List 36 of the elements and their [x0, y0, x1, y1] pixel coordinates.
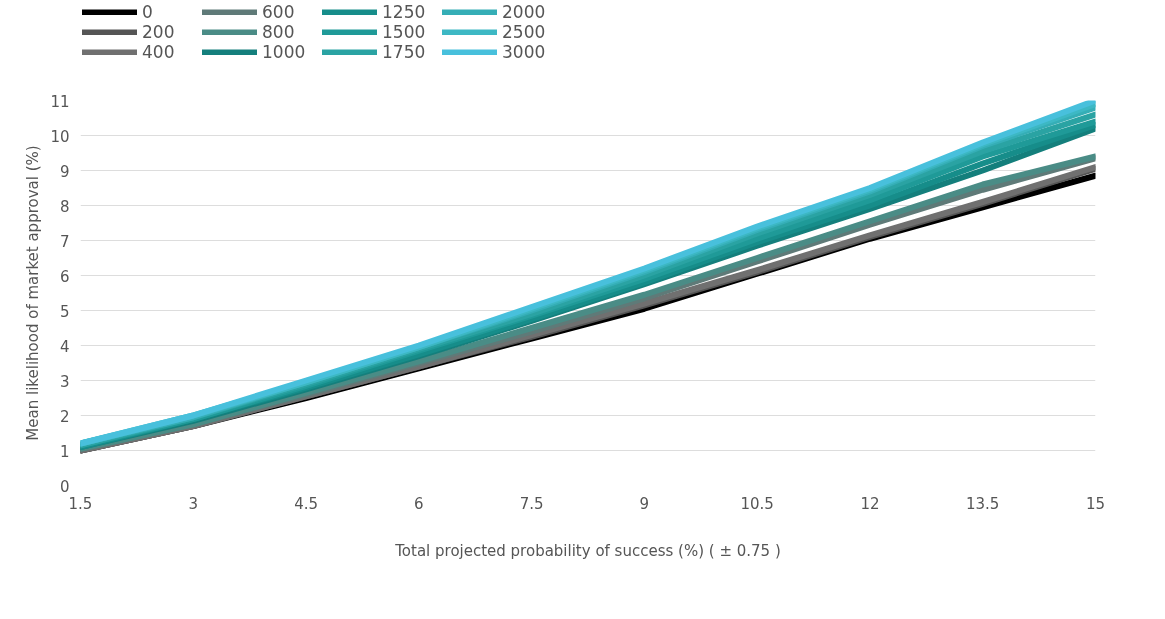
legend-label: 1250	[382, 2, 427, 22]
y-tick-label: 11	[50, 92, 70, 111]
legend-label: 400	[142, 42, 176, 62]
y-tick-label: 4	[59, 337, 70, 356]
legend-label: 2500	[502, 22, 547, 42]
x-axis-title: Total projected probability of success (%) ( ± 0.75 )	[394, 541, 781, 560]
x-tick-label: 7.5	[519, 494, 544, 513]
x-tick-label: 10.5	[740, 494, 774, 513]
x-tick-label: 15	[1085, 494, 1106, 513]
legend-label: 200	[142, 22, 176, 42]
y-tick-label: 7	[59, 232, 70, 251]
x-tick-label: 13.5	[966, 494, 1000, 513]
y-axis-title: Mean likelihood of market approval (%)	[24, 145, 43, 441]
y-tick-label: 6	[59, 267, 70, 286]
x-tick-label: 12	[860, 494, 880, 513]
y-tick-label: 0	[59, 477, 70, 496]
legend-label: 1750	[382, 42, 427, 62]
legend-label: 1500	[382, 22, 427, 42]
x-tick-label: 3	[188, 494, 199, 513]
y-tick-label: 9	[59, 162, 70, 181]
x-tick-label: 1.5	[68, 494, 93, 513]
y-tick-label: 10	[50, 127, 70, 146]
legend-label: 1000	[262, 42, 307, 62]
legend-label: 0	[142, 2, 154, 22]
y-tick-label: 3	[59, 372, 70, 391]
legend-label: 600	[262, 2, 296, 22]
legend-label: 3000	[502, 42, 547, 62]
legend-label: 800	[262, 22, 296, 42]
legend-label: 2000	[502, 2, 547, 22]
x-tick-label: 4.5	[294, 494, 318, 513]
y-tick-label: 2	[59, 407, 70, 426]
x-tick-label: 9	[639, 494, 650, 513]
y-tick-label: 1	[59, 442, 70, 461]
y-tick-label: 5	[59, 302, 70, 321]
x-tick-label: 6	[414, 494, 424, 513]
y-tick-label: 8	[59, 197, 70, 216]
